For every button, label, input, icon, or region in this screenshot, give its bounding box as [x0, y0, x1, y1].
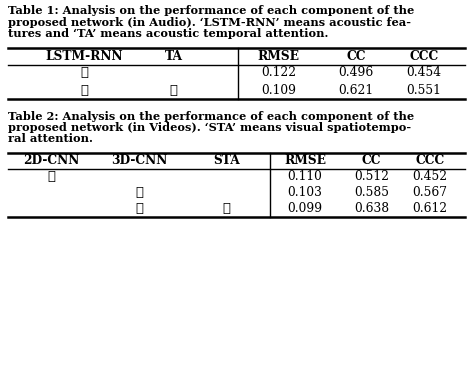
Text: STA: STA — [213, 155, 240, 168]
Text: 0.551: 0.551 — [407, 84, 442, 97]
Text: RMSE: RMSE — [284, 155, 326, 168]
Text: 0.099: 0.099 — [288, 203, 323, 215]
Text: 0.638: 0.638 — [354, 203, 389, 215]
Text: 0.512: 0.512 — [354, 171, 389, 184]
Text: ✓: ✓ — [80, 66, 88, 79]
Text: 0.454: 0.454 — [407, 66, 442, 79]
Text: CC: CC — [346, 49, 366, 62]
Text: tures and ‘TA’ means acoustic temporal attention.: tures and ‘TA’ means acoustic temporal a… — [8, 28, 328, 39]
Text: 0.110: 0.110 — [288, 171, 323, 184]
Text: 0.567: 0.567 — [412, 187, 447, 200]
Text: 0.452: 0.452 — [412, 171, 447, 184]
Text: ✓: ✓ — [80, 84, 88, 97]
Text: proposed network (in Audio). ‘LSTM-RNN’ means acoustic fea-: proposed network (in Audio). ‘LSTM-RNN’ … — [8, 16, 411, 27]
Text: 2D-CNN: 2D-CNN — [23, 155, 79, 168]
Text: 0.621: 0.621 — [339, 84, 374, 97]
Text: ✓: ✓ — [47, 171, 55, 184]
Text: CCC: CCC — [415, 155, 445, 168]
Text: 0.109: 0.109 — [262, 84, 297, 97]
Text: ✓: ✓ — [223, 203, 231, 215]
Text: 3D-CNN: 3D-CNN — [111, 155, 167, 168]
Text: CCC: CCC — [410, 49, 439, 62]
Text: RMSE: RMSE — [258, 49, 300, 62]
Text: 0.585: 0.585 — [354, 187, 389, 200]
Text: LSTM-RNN: LSTM-RNN — [45, 49, 123, 62]
Text: 0.612: 0.612 — [412, 203, 447, 215]
Text: TA: TA — [165, 49, 183, 62]
Text: ✓: ✓ — [135, 203, 143, 215]
Text: ral attention.: ral attention. — [8, 133, 93, 144]
Text: 0.496: 0.496 — [338, 66, 374, 79]
Text: proposed network (in Videos). ‘STA’ means visual spatiotempo-: proposed network (in Videos). ‘STA’ mean… — [8, 122, 411, 133]
Text: Table 2: Analysis on the performance of each component of the: Table 2: Analysis on the performance of … — [8, 111, 414, 122]
Text: 0.122: 0.122 — [261, 66, 297, 79]
Text: CC: CC — [362, 155, 381, 168]
Text: ✓: ✓ — [170, 84, 177, 97]
Text: 0.103: 0.103 — [288, 187, 323, 200]
Text: Table 1: Analysis on the performance of each component of the: Table 1: Analysis on the performance of … — [8, 5, 414, 16]
Text: ✓: ✓ — [135, 187, 143, 200]
